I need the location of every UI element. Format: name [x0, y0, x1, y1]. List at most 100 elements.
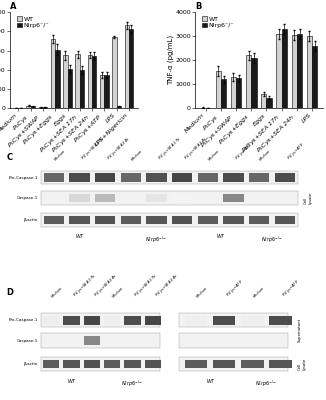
- Text: WT: WT: [206, 379, 214, 384]
- Text: Medium: Medium: [51, 286, 64, 299]
- Bar: [95, 216, 115, 224]
- Bar: [261, 94, 266, 108]
- Bar: [41, 334, 160, 348]
- Bar: [179, 357, 288, 371]
- Bar: [84, 360, 100, 368]
- Text: Caspase-1: Caspase-1: [17, 196, 38, 200]
- Bar: [221, 80, 226, 108]
- Bar: [291, 35, 297, 108]
- Text: Caspase-1: Caspase-1: [17, 338, 38, 342]
- Bar: [104, 316, 120, 324]
- Bar: [76, 54, 80, 108]
- Bar: [223, 194, 244, 202]
- Bar: [95, 194, 115, 202]
- Text: $Nlrp6^{-/-}$: $Nlrp6^{-/-}$: [261, 234, 283, 245]
- Bar: [64, 360, 80, 368]
- Bar: [274, 216, 295, 224]
- Bar: [41, 313, 160, 327]
- Text: Cell
Lysate: Cell Lysate: [298, 358, 306, 370]
- Bar: [251, 58, 257, 108]
- Bar: [63, 55, 67, 108]
- Bar: [172, 173, 192, 182]
- Text: $P_3$Cys+SEA 24h: $P_3$Cys+SEA 24h: [182, 135, 209, 162]
- Text: $P_3$Cys+ATP: $P_3$Cys+ATP: [233, 140, 255, 162]
- Text: $P_3$Cys+SEA 24h: $P_3$Cys+SEA 24h: [92, 272, 119, 299]
- Text: β-actin: β-actin: [24, 218, 38, 222]
- Bar: [185, 316, 207, 324]
- Text: $P_3$Cys+SEA 24h: $P_3$Cys+SEA 24h: [153, 272, 180, 299]
- Text: $P_3$Cys+ATP: $P_3$Cys+ATP: [224, 278, 246, 299]
- Bar: [198, 173, 218, 182]
- Bar: [266, 98, 272, 108]
- Bar: [269, 360, 292, 368]
- Bar: [31, 106, 35, 108]
- Text: B: B: [195, 2, 201, 11]
- Bar: [69, 194, 90, 202]
- Bar: [276, 34, 282, 108]
- Bar: [95, 173, 115, 182]
- Bar: [179, 313, 288, 327]
- Bar: [121, 216, 141, 224]
- Text: Supernatant: Supernatant: [298, 318, 302, 342]
- Text: Medium: Medium: [112, 286, 125, 299]
- Legend: WT, Nlrp6⁻/⁻: WT, Nlrp6⁻/⁻: [15, 15, 51, 30]
- Bar: [249, 216, 270, 224]
- Bar: [92, 56, 96, 108]
- Legend: WT, Nlrp6⁻/⁻: WT, Nlrp6⁻/⁻: [201, 15, 236, 30]
- Text: $Nlrp6^{-/-}$: $Nlrp6^{-/-}$: [145, 234, 168, 245]
- Text: Cell
Lysate: Cell Lysate: [304, 192, 313, 204]
- Bar: [249, 173, 270, 182]
- Bar: [185, 360, 207, 368]
- Bar: [129, 29, 133, 108]
- Text: $P_3$Cys+SEA 17h: $P_3$Cys+SEA 17h: [156, 135, 184, 162]
- Bar: [64, 316, 80, 324]
- Bar: [269, 316, 292, 324]
- Bar: [297, 34, 302, 108]
- Bar: [43, 360, 59, 368]
- Bar: [179, 334, 288, 348]
- Text: Medium: Medium: [131, 149, 144, 162]
- Bar: [121, 173, 141, 182]
- Text: Medium: Medium: [54, 149, 67, 162]
- Bar: [145, 360, 161, 368]
- Bar: [125, 360, 141, 368]
- Bar: [213, 316, 235, 324]
- Text: $P_3$Cys+SEA 17h: $P_3$Cys+SEA 17h: [80, 135, 107, 162]
- Bar: [146, 194, 167, 202]
- Bar: [282, 29, 287, 108]
- Text: $P_3$Cys+ATP: $P_3$Cys+ATP: [280, 278, 302, 299]
- Text: $P_3$Cys+SEA 17h: $P_3$Cys+SEA 17h: [133, 272, 160, 299]
- Bar: [104, 360, 120, 368]
- Bar: [241, 316, 264, 324]
- Bar: [112, 37, 117, 108]
- Text: $P_3$Cys+ATP: $P_3$Cys+ATP: [285, 140, 306, 162]
- Text: WT: WT: [217, 234, 225, 240]
- Text: Medium: Medium: [208, 149, 221, 162]
- Bar: [41, 213, 298, 227]
- Text: $P_3$Cys+SEA 24h: $P_3$Cys+SEA 24h: [105, 135, 132, 162]
- Bar: [69, 173, 90, 182]
- Bar: [125, 316, 141, 324]
- Text: WT: WT: [68, 379, 76, 384]
- Bar: [41, 171, 298, 184]
- Bar: [26, 106, 31, 108]
- Bar: [43, 107, 47, 108]
- Text: WT: WT: [76, 234, 83, 240]
- Text: Medium: Medium: [259, 149, 272, 162]
- Text: β-actin: β-actin: [24, 362, 38, 366]
- Bar: [172, 194, 192, 202]
- Bar: [145, 316, 161, 324]
- Text: D: D: [7, 288, 14, 297]
- Text: Pro-Caspase-1: Pro-Caspase-1: [8, 318, 38, 322]
- Bar: [274, 173, 295, 182]
- Bar: [215, 71, 221, 108]
- Bar: [198, 216, 218, 224]
- Bar: [100, 75, 104, 108]
- Bar: [43, 316, 59, 324]
- Bar: [125, 26, 129, 108]
- Text: $Nlrp6^{-/-}$: $Nlrp6^{-/-}$: [121, 379, 144, 389]
- Bar: [51, 39, 55, 108]
- Bar: [88, 55, 92, 108]
- Text: A: A: [10, 2, 16, 11]
- Bar: [44, 216, 64, 224]
